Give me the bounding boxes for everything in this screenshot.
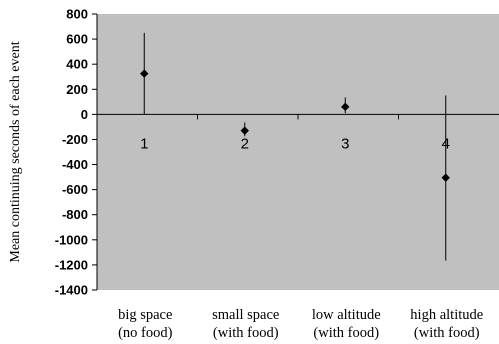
y-tick-label: 800 — [66, 7, 88, 22]
x-axis-ticks — [197, 114, 399, 120]
category-label: (with food) — [213, 325, 279, 341]
data-point — [341, 102, 350, 112]
category-number: 3 — [341, 135, 349, 152]
category-label: high altitude — [410, 307, 483, 323]
data-point — [441, 173, 450, 182]
category-label: (no food) — [118, 325, 173, 341]
category-label: small space — [212, 307, 279, 323]
y-tick-label: -1400 — [55, 283, 88, 298]
category-label: (with food) — [414, 325, 480, 341]
category-number: 2 — [241, 135, 249, 152]
category-label: (with food) — [313, 325, 379, 341]
category-numbers: 1 2 3 4 — [140, 135, 450, 152]
y-tick-label: -400 — [62, 157, 88, 172]
y-axis-ticks: 800 600 400 200 0 -200 -400 -600 -800 -1000 -1200 -… — [55, 7, 97, 298]
y-tick-label: -1200 — [55, 257, 88, 272]
y-tick-label: -800 — [62, 207, 88, 222]
category-number: 4 — [442, 135, 450, 152]
y-tick-label: -600 — [62, 182, 88, 197]
category-labels: big space (no food) small space (with food)… — [118, 307, 483, 341]
category-label: low altitude — [312, 307, 381, 323]
y-axis-title: Mean continuing seconds of each event — [8, 41, 23, 262]
data-point — [140, 69, 149, 78]
y-tick-label: -200 — [62, 132, 88, 147]
category-label: big space — [118, 307, 172, 323]
category-number: 1 — [140, 135, 148, 152]
y-tick-label: 600 — [66, 32, 88, 47]
data-points — [140, 69, 450, 182]
y-tick-label: -1000 — [55, 232, 88, 247]
data-point — [240, 126, 249, 135]
y-tick-label: 0 — [81, 107, 88, 122]
plot-area — [97, 14, 499, 290]
y-tick-label: 200 — [66, 82, 88, 97]
y-tick-label: 400 — [66, 57, 88, 72]
